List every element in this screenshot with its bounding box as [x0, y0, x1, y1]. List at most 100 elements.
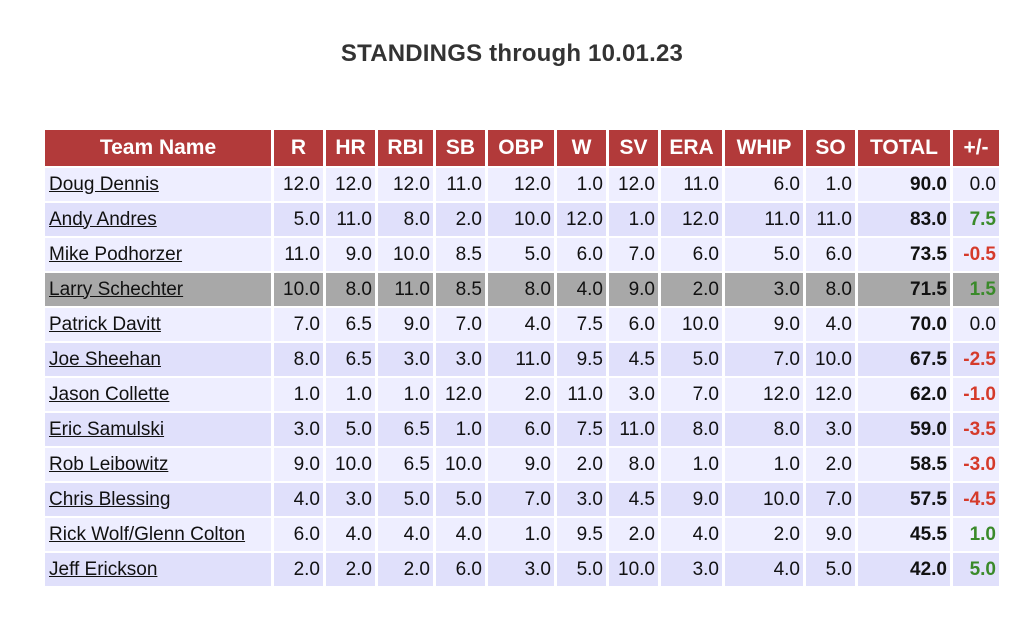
stat-cell-era: 2.0	[661, 273, 722, 306]
stat-cell-sb: 6.0	[436, 553, 485, 586]
stat-cell-sv: 2.0	[609, 518, 658, 551]
column-header-: +/-	[953, 130, 999, 166]
team-name-cell: Larry Schechter	[45, 273, 271, 306]
team-link[interactable]: Eric Samulski	[49, 418, 165, 440]
total-cell: 42.0	[858, 553, 950, 586]
total-cell: 73.5	[858, 238, 950, 271]
stat-cell-w: 9.5	[557, 518, 606, 551]
column-header-r: R	[274, 130, 323, 166]
stat-cell-era: 8.0	[661, 413, 722, 446]
header-row: Team Name R HR RBI SB OBP W SV ERA WHIP SO TOTAL +/-	[45, 130, 999, 166]
total-cell: 57.5	[858, 483, 950, 516]
table-row: Doug Dennis 12.0 12.0 12.0 11.0 12.0 1.0 12.0 11…	[45, 168, 999, 201]
stat-cell-sb: 12.0	[436, 378, 485, 411]
change-cell: 5.0	[953, 553, 999, 586]
stat-cell-hr: 3.0	[326, 483, 375, 516]
total-cell: 59.0	[858, 413, 950, 446]
stat-cell-rbi: 6.5	[378, 413, 433, 446]
stat-cell-obp: 8.0	[488, 273, 554, 306]
team-name-cell: Jeff Erickson	[45, 553, 271, 586]
total-cell: 58.5	[858, 448, 950, 481]
team-link[interactable]: Mike Podhorzer	[49, 243, 183, 265]
stat-cell-sv: 11.0	[609, 413, 658, 446]
team-link[interactable]: Rob Leibowitz	[49, 453, 169, 475]
team-link[interactable]: Rick Wolf/Glenn Colton	[49, 523, 246, 545]
stat-cell-whip: 5.0	[725, 238, 803, 271]
stat-cell-sv: 10.0	[609, 553, 658, 586]
stat-cell-rbi: 1.0	[378, 378, 433, 411]
change-cell: 0.0	[953, 308, 999, 341]
stat-cell-era: 11.0	[661, 168, 722, 201]
stat-cell-so: 6.0	[806, 238, 855, 271]
stat-cell-sb: 8.5	[436, 238, 485, 271]
stat-cell-sv: 12.0	[609, 168, 658, 201]
team-link[interactable]: Doug Dennis	[49, 173, 159, 195]
team-name-cell: Andy Andres	[45, 203, 271, 236]
stat-cell-so: 1.0	[806, 168, 855, 201]
change-cell: 0.0	[953, 168, 999, 201]
table-row: Jason Collette 1.0 1.0 1.0 12.0 2.0 11.0 3.0 7.0…	[45, 378, 999, 411]
stat-cell-era: 4.0	[661, 518, 722, 551]
table-row: Andy Andres 5.0 11.0 8.0 2.0 10.0 12.0 1.0 12.0 1…	[45, 203, 999, 236]
stat-cell-w: 5.0	[557, 553, 606, 586]
stat-cell-era: 1.0	[661, 448, 722, 481]
team-link[interactable]: Andy Andres	[49, 208, 157, 230]
stat-cell-obp: 2.0	[488, 378, 554, 411]
stat-cell-obp: 1.0	[488, 518, 554, 551]
stat-cell-sb: 3.0	[436, 343, 485, 376]
total-cell: 70.0	[858, 308, 950, 341]
stat-cell-whip: 10.0	[725, 483, 803, 516]
stat-cell-whip: 12.0	[725, 378, 803, 411]
table-row: Rob Leibowitz 9.0 10.0 6.5 10.0 9.0 2.0 8.0 1.0 1…	[45, 448, 999, 481]
team-link[interactable]: Patrick Davitt	[49, 313, 161, 335]
stat-cell-sv: 8.0	[609, 448, 658, 481]
stat-cell-obp: 3.0	[488, 553, 554, 586]
stat-cell-w: 11.0	[557, 378, 606, 411]
standings-table: Team Name R HR RBI SB OBP W SV ERA WHIP SO TOTAL +/-…	[42, 128, 1002, 588]
column-header-sb: SB	[436, 130, 485, 166]
stat-cell-r: 9.0	[274, 448, 323, 481]
change-cell: 1.5	[953, 273, 999, 306]
stat-cell-w: 1.0	[557, 168, 606, 201]
total-cell: 62.0	[858, 378, 950, 411]
team-link[interactable]: Joe Sheehan	[49, 348, 161, 370]
total-cell: 45.5	[858, 518, 950, 551]
stat-cell-sv: 3.0	[609, 378, 658, 411]
team-link[interactable]: Jason Collette	[49, 383, 170, 405]
stat-cell-rbi: 2.0	[378, 553, 433, 586]
column-header-w: W	[557, 130, 606, 166]
column-header-so: SO	[806, 130, 855, 166]
stat-cell-hr: 2.0	[326, 553, 375, 586]
team-name-cell: Joe Sheehan	[45, 343, 271, 376]
team-link[interactable]: Chris Blessing	[49, 488, 171, 510]
stat-cell-sb: 10.0	[436, 448, 485, 481]
stat-cell-r: 1.0	[274, 378, 323, 411]
stat-cell-whip: 3.0	[725, 273, 803, 306]
team-link[interactable]: Larry Schechter	[49, 278, 184, 300]
stat-cell-r: 7.0	[274, 308, 323, 341]
total-cell: 90.0	[858, 168, 950, 201]
stat-cell-r: 12.0	[274, 168, 323, 201]
stat-cell-obp: 9.0	[488, 448, 554, 481]
stat-cell-hr: 6.5	[326, 308, 375, 341]
stat-cell-r: 8.0	[274, 343, 323, 376]
team-name-cell: Eric Samulski	[45, 413, 271, 446]
stat-cell-rbi: 10.0	[378, 238, 433, 271]
table-row: Patrick Davitt 7.0 6.5 9.0 7.0 4.0 7.5 6.0 10.0 9…	[45, 308, 999, 341]
team-link[interactable]: Jeff Erickson	[49, 558, 158, 580]
stat-cell-era: 10.0	[661, 308, 722, 341]
stat-cell-rbi: 12.0	[378, 168, 433, 201]
stat-cell-so: 4.0	[806, 308, 855, 341]
stat-cell-sv: 4.5	[609, 483, 658, 516]
stat-cell-sv: 6.0	[609, 308, 658, 341]
stat-cell-sv: 1.0	[609, 203, 658, 236]
stat-cell-hr: 1.0	[326, 378, 375, 411]
stat-cell-so: 8.0	[806, 273, 855, 306]
stat-cell-hr: 8.0	[326, 273, 375, 306]
column-header-rbi: RBI	[378, 130, 433, 166]
change-cell: 7.5	[953, 203, 999, 236]
change-cell: -3.5	[953, 413, 999, 446]
stat-cell-obp: 12.0	[488, 168, 554, 201]
team-name-cell: Mike Podhorzer	[45, 238, 271, 271]
stat-cell-r: 10.0	[274, 273, 323, 306]
